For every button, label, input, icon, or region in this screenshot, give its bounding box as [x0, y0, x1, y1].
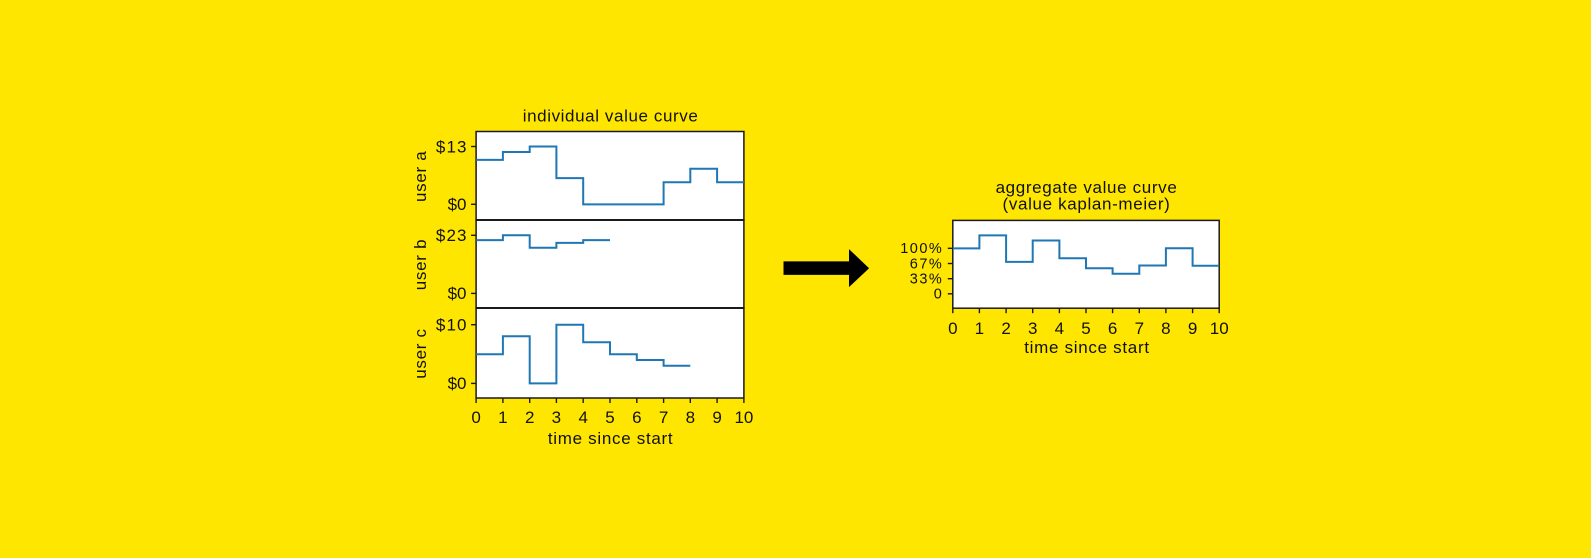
svg-text:$10: $10	[436, 316, 468, 335]
svg-text:4: 4	[578, 408, 587, 427]
svg-text:0: 0	[471, 408, 480, 427]
svg-text:0: 0	[934, 287, 944, 303]
svg-text:3: 3	[552, 408, 561, 427]
svg-text:$13: $13	[436, 137, 468, 156]
svg-text:9: 9	[1188, 319, 1197, 338]
svg-text:user c: user c	[411, 328, 430, 379]
svg-text:33%: 33%	[910, 272, 944, 288]
svg-text:10: 10	[1210, 319, 1229, 338]
svg-text:67%: 67%	[910, 256, 944, 272]
svg-text:6: 6	[1108, 319, 1117, 338]
svg-text:5: 5	[605, 408, 614, 427]
svg-text:$0: $0	[448, 374, 467, 393]
svg-text:8: 8	[686, 408, 695, 427]
svg-text:100%: 100%	[900, 241, 943, 257]
svg-text:5: 5	[1081, 319, 1090, 338]
svg-text:$0: $0	[448, 284, 467, 303]
svg-text:0: 0	[948, 319, 957, 338]
svg-text:9: 9	[712, 408, 721, 427]
svg-text:10: 10	[734, 408, 753, 427]
svg-text:8: 8	[1161, 319, 1170, 338]
svg-text:time since start: time since start	[1024, 338, 1150, 357]
svg-text:2: 2	[525, 408, 534, 427]
svg-text:7: 7	[659, 408, 668, 427]
svg-text:4: 4	[1055, 319, 1064, 338]
svg-text:3: 3	[1028, 319, 1037, 338]
svg-text:time since start: time since start	[548, 429, 674, 448]
svg-text:2: 2	[1001, 319, 1010, 338]
svg-text:6: 6	[632, 408, 641, 427]
svg-text:1: 1	[975, 319, 984, 338]
svg-text:user a: user a	[411, 151, 430, 202]
svg-text:$0: $0	[448, 195, 467, 214]
svg-text:(value kaplan-meier): (value kaplan-meier)	[1003, 195, 1171, 214]
svg-text:aggregate value curve: aggregate value curve	[996, 178, 1178, 197]
svg-text:7: 7	[1135, 319, 1144, 338]
svg-text:individual value curve: individual value curve	[523, 107, 699, 126]
svg-text:1: 1	[498, 408, 507, 427]
svg-text:$23: $23	[436, 226, 468, 245]
svg-text:user b: user b	[411, 239, 430, 290]
